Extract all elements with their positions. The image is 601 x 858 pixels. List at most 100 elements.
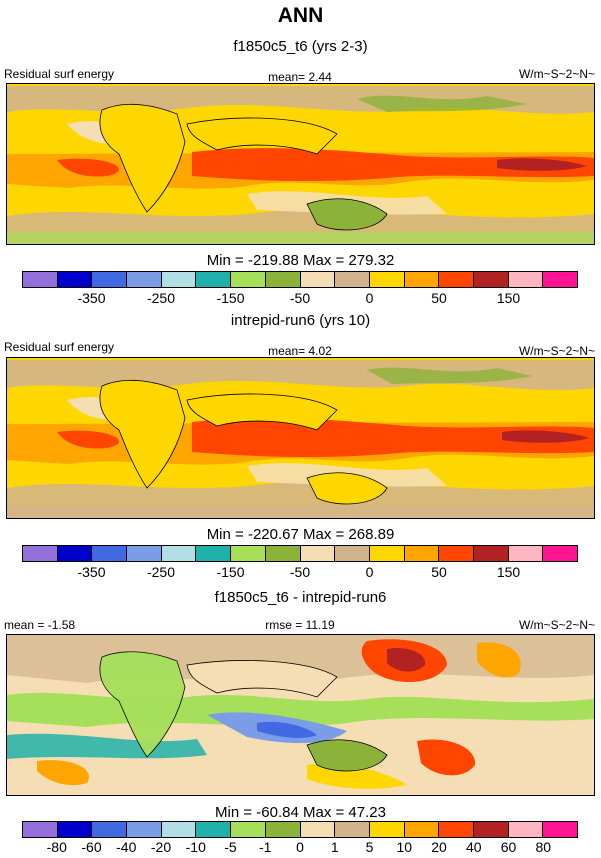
colorbar-swatch xyxy=(439,822,474,837)
panel-1-map-svg xyxy=(7,84,594,244)
colorbar-swatch xyxy=(161,822,197,837)
colorbar-swatch xyxy=(473,822,509,837)
colorbar-tick: 50 xyxy=(431,564,447,580)
colorbar-swatch xyxy=(335,822,370,837)
colorbar-swatch xyxy=(369,822,405,837)
colorbar-swatch xyxy=(369,546,405,561)
panel-3-units-label: W/m~S~2~N~ xyxy=(518,618,595,632)
colorbar-tick: 0 xyxy=(365,564,374,580)
panel-2-map xyxy=(6,357,595,519)
colorbar-swatch xyxy=(300,272,336,287)
panel-3-map-svg xyxy=(7,635,594,795)
panel-2-units-label: W/m~S~2~N~ xyxy=(518,344,595,358)
panel-1-variable-label: Residual surf energy xyxy=(4,67,115,81)
colorbar-tick: -350 xyxy=(77,564,106,580)
colorbar-tick: 10 xyxy=(396,839,413,855)
panel-1-mean-label: mean= 2.44 xyxy=(268,70,332,84)
colorbar-swatch xyxy=(92,546,128,561)
panel-2-subtitle: intrepid-run6 (yrs 10) xyxy=(230,312,371,329)
colorbar-swatch xyxy=(92,822,128,837)
colorbar-swatch xyxy=(231,546,266,561)
colorbar-swatch xyxy=(473,272,509,287)
colorbar-swatch xyxy=(508,272,544,287)
colorbar-swatch xyxy=(439,546,474,561)
colorbar-tick: 50 xyxy=(431,290,447,306)
colorbar-swatch xyxy=(57,546,93,561)
panel-3-subtitle: f1850c5_t6 - intrepid-run6 xyxy=(214,589,387,606)
colorbar-swatch xyxy=(508,546,544,561)
colorbar-tick: -250 xyxy=(146,564,176,580)
colorbar-tick: -150 xyxy=(216,290,245,306)
colorbar-swatch xyxy=(404,822,440,837)
colorbar-tick: -80 xyxy=(46,839,67,855)
colorbar-tick: 0 xyxy=(365,290,374,306)
panel-3-map xyxy=(6,634,595,796)
panel-2-map-svg xyxy=(7,358,594,518)
panel-3-minmax: Min = -60.84 Max = 47.23 xyxy=(215,804,386,821)
colorbar-swatch xyxy=(23,546,58,561)
colorbar-tick: 150 xyxy=(496,290,521,306)
colorbar-swatch xyxy=(127,822,162,837)
colorbar-tick: -50 xyxy=(289,564,311,580)
colorbar-swatch xyxy=(300,822,336,837)
panel-2-minmax: Min = -220.67 Max = 268.89 xyxy=(206,526,395,543)
colorbar-swatch xyxy=(335,546,370,561)
colorbar-tick: -10 xyxy=(185,839,206,855)
panel-1-units-label: W/m~S~2~N~ xyxy=(518,67,595,81)
plot-title: ANN xyxy=(277,4,324,27)
colorbar-swatch xyxy=(127,546,162,561)
colorbar-swatch xyxy=(196,546,232,561)
colorbar-swatch xyxy=(543,822,577,837)
colorbar-tick: 20 xyxy=(431,839,447,855)
colorbar-tick: -40 xyxy=(116,839,137,855)
colorbar-swatch xyxy=(543,272,577,287)
panel-3-colorbar xyxy=(22,821,578,838)
colorbar-tick: 40 xyxy=(465,839,482,855)
panel-3-colorbar-ticks: -80 -60 -40 -20 -10 -5 -1 0 1 5 10 20 40… xyxy=(22,839,578,857)
colorbar-swatch xyxy=(23,272,58,287)
colorbar-tick: -250 xyxy=(146,290,176,306)
colorbar-tick: 1 xyxy=(330,839,339,855)
colorbar-swatch xyxy=(196,272,232,287)
colorbar-swatch xyxy=(265,546,301,561)
panel-1-colorbar-ticks: -350 -250 -150 -50 0 50 150 xyxy=(22,290,578,308)
panel-2-colorbar-ticks: -350 -250 -150 -50 0 50 150 xyxy=(22,564,578,582)
colorbar-swatch xyxy=(161,272,197,287)
colorbar-tick: -50 xyxy=(289,290,311,306)
colorbar-swatch xyxy=(508,822,544,837)
panel-1-colorbar xyxy=(22,271,578,288)
colorbar-tick: -20 xyxy=(150,839,172,855)
panel-3-mean-label: mean = -1.58 xyxy=(4,618,76,632)
panel-3-rmse-label: rmse = 11.19 xyxy=(265,618,335,632)
colorbar-tick: -1 xyxy=(259,839,272,855)
colorbar-swatch xyxy=(404,546,440,561)
colorbar-swatch xyxy=(300,546,336,561)
colorbar-swatch xyxy=(473,546,509,561)
colorbar-swatch xyxy=(439,272,474,287)
colorbar-swatch xyxy=(57,822,93,837)
colorbar-tick: 60 xyxy=(500,839,517,855)
colorbar-tick: -350 xyxy=(77,290,106,306)
colorbar-tick: 80 xyxy=(535,839,552,855)
panel-1-map xyxy=(6,83,595,245)
colorbar-tick: 150 xyxy=(496,564,521,580)
colorbar-swatch xyxy=(161,546,197,561)
colorbar-swatch xyxy=(92,272,128,287)
colorbar-swatch xyxy=(404,272,440,287)
colorbar-tick: 5 xyxy=(365,839,374,855)
colorbar-tick: -5 xyxy=(224,839,237,855)
panel-1-minmax: Min = -219.88 Max = 279.32 xyxy=(206,252,395,269)
colorbar-swatch xyxy=(127,272,162,287)
colorbar-swatch xyxy=(543,546,577,561)
panel-1-subtitle: f1850c5_t6 (yrs 2-3) xyxy=(233,38,368,55)
colorbar-swatch xyxy=(265,272,301,287)
colorbar-swatch xyxy=(265,822,301,837)
colorbar-swatch xyxy=(231,822,266,837)
panel-2-mean-label: mean= 4.02 xyxy=(268,344,332,358)
colorbar-swatch xyxy=(369,272,405,287)
colorbar-tick: -150 xyxy=(216,564,245,580)
colorbar-swatch xyxy=(231,272,266,287)
colorbar-swatch xyxy=(57,272,93,287)
colorbar-swatch xyxy=(196,822,232,837)
colorbar-swatch xyxy=(23,822,58,837)
